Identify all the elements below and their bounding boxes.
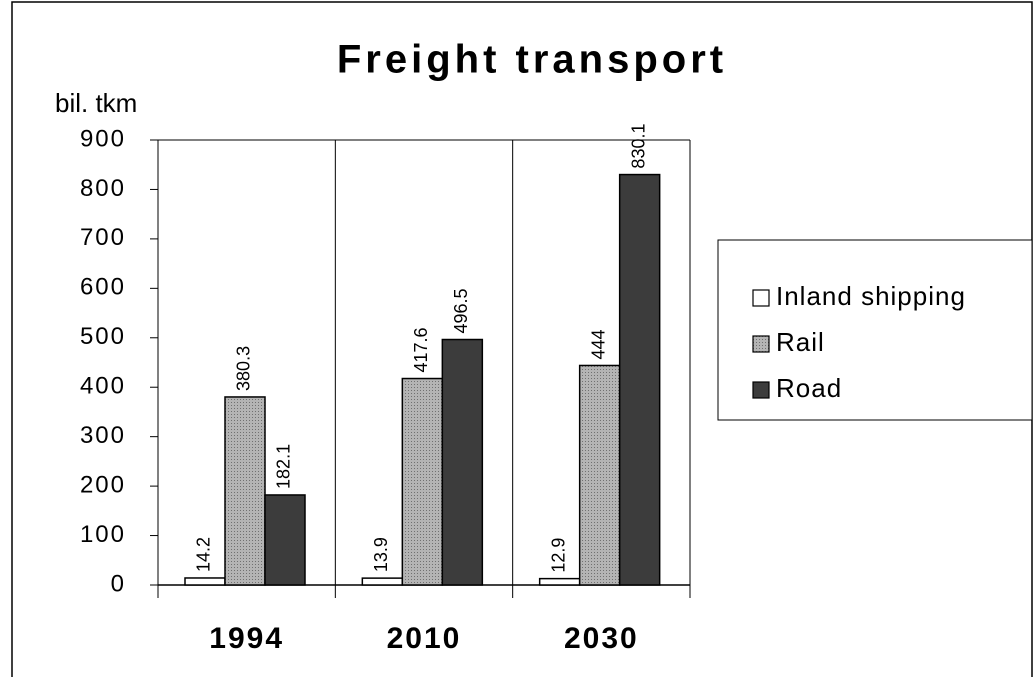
bar [578, 364, 621, 586]
bar [361, 577, 404, 586]
y-tick-label: 0 [111, 570, 126, 597]
value-label: 417.6 [411, 327, 431, 372]
y-tick-label: 300 [80, 422, 126, 449]
y-tick-label: 200 [80, 471, 126, 498]
value-label: 14.2 [194, 537, 214, 572]
bar [441, 338, 484, 586]
y-tick-label: 100 [80, 521, 126, 548]
y-tick-label: 800 [80, 175, 126, 202]
legend-swatch [752, 335, 770, 353]
bar [538, 577, 581, 586]
y-axis-label: bil. tkm [55, 88, 137, 118]
bar [224, 396, 266, 586]
y-tick-label: 900 [80, 125, 126, 152]
legend-label: Inland shipping [776, 281, 966, 311]
y-tick-label: 700 [80, 224, 126, 251]
legend-label: Rail [776, 327, 825, 357]
chart-title: Freight transport [337, 38, 727, 82]
value-label: 182.1 [274, 444, 294, 489]
value-label: 496.5 [451, 288, 471, 333]
value-label: 12.9 [548, 538, 568, 573]
y-tick-label: 400 [80, 373, 126, 400]
bar [618, 173, 661, 586]
legend-box [717, 239, 1033, 421]
y-tick-label: 600 [80, 274, 126, 301]
value-label: 444 [588, 329, 608, 359]
legend-swatch [752, 289, 770, 307]
legend-label: Road [776, 373, 842, 403]
x-tick-label: 2030 [564, 622, 639, 655]
x-tick-label: 1994 [209, 622, 284, 655]
value-label: 830.1 [628, 124, 648, 169]
legend-swatch [752, 381, 770, 399]
bar [264, 494, 306, 586]
bar [184, 577, 226, 586]
value-label: 380.3 [234, 346, 254, 391]
y-tick-label: 500 [80, 323, 126, 350]
bar [401, 377, 444, 586]
x-tick-label: 2010 [387, 622, 462, 655]
value-label: 13.9 [371, 537, 391, 572]
